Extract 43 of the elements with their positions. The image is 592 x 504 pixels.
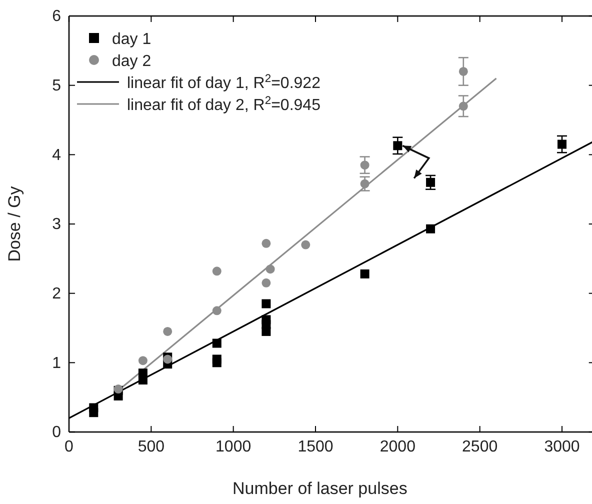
point xyxy=(138,356,148,366)
point xyxy=(426,178,436,187)
point xyxy=(262,278,271,288)
point xyxy=(458,102,468,111)
x-tick-label: 2500 xyxy=(462,438,498,456)
point xyxy=(458,66,468,76)
legend-label: day 1 xyxy=(112,31,152,48)
y-tick-label: 3 xyxy=(52,216,62,234)
y-tick-label: 2 xyxy=(52,285,62,302)
point xyxy=(262,315,271,324)
point xyxy=(262,299,271,308)
point xyxy=(360,160,370,170)
point xyxy=(212,354,222,364)
point xyxy=(212,266,222,276)
point xyxy=(301,240,310,250)
point xyxy=(393,141,402,150)
x-tick-label: 3000 xyxy=(544,438,580,456)
point xyxy=(89,403,98,412)
point xyxy=(426,224,436,234)
y-tick-label: 6 xyxy=(52,8,62,26)
point xyxy=(262,238,271,248)
legend-label: day 2 xyxy=(112,53,152,70)
y-tick-label: 4 xyxy=(52,146,62,164)
y-tick-label: 1 xyxy=(52,354,62,372)
point xyxy=(163,326,172,336)
point xyxy=(558,140,566,149)
point xyxy=(266,264,275,274)
x-tick-label: 1500 xyxy=(298,438,334,456)
y-axis-title: Dose / Gy xyxy=(5,186,24,262)
x-tick-label: 1000 xyxy=(216,438,252,456)
point xyxy=(212,338,222,348)
y-tick-label: 0 xyxy=(52,424,62,442)
point xyxy=(360,179,370,188)
x-tick-label: 0 xyxy=(64,438,74,456)
x-tick-label: 500 xyxy=(138,438,165,456)
point xyxy=(360,269,370,278)
point xyxy=(212,306,222,316)
y-tick-label: 5 xyxy=(52,77,62,94)
point xyxy=(138,368,148,378)
legend-label: linear fit of day 2, R$^{2}$=0.945 xyxy=(127,95,321,114)
x-tick-label: 2000 xyxy=(380,438,416,456)
x-axis-title: Number of laser pulses xyxy=(232,479,408,498)
legend-label: linear fit of day 1, R$^{2}$=0.922 xyxy=(127,73,321,92)
